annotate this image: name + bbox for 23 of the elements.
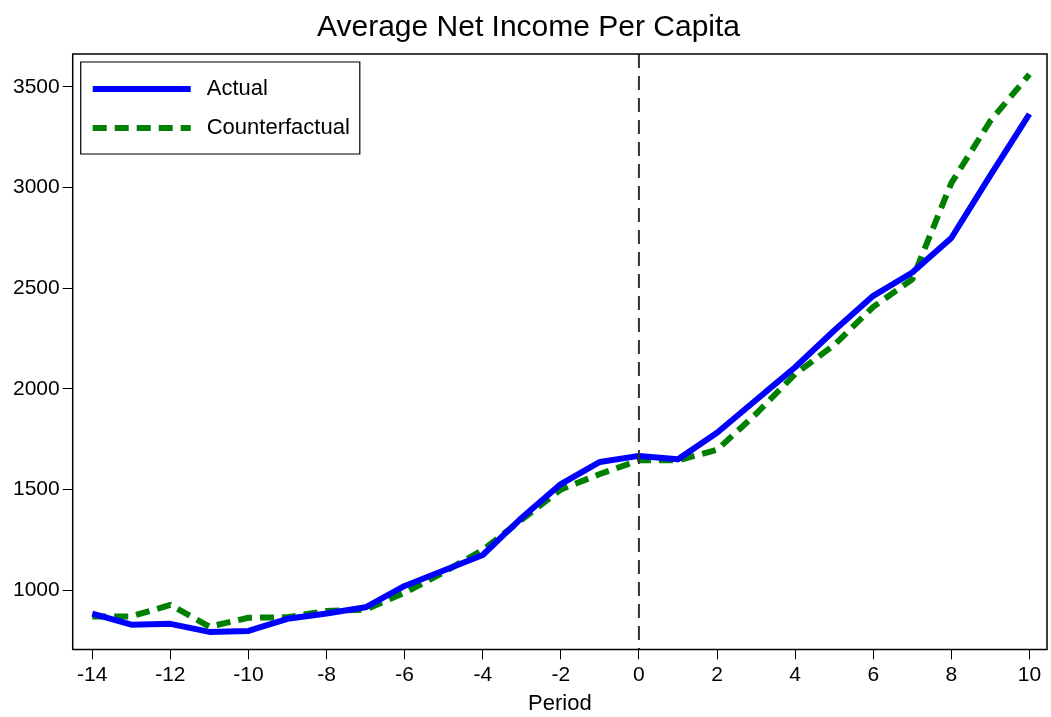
x-tick-label: 2 bbox=[711, 661, 723, 685]
x-tick-label: 0 bbox=[633, 661, 645, 685]
x-tick-label: 8 bbox=[945, 661, 958, 685]
y-tick-label: 2000 bbox=[13, 375, 60, 399]
legend-label: Actual bbox=[206, 75, 268, 101]
x-tick-label: -12 bbox=[155, 661, 186, 685]
x-tick-label: -2 bbox=[551, 661, 571, 685]
x-tick-label: -4 bbox=[473, 661, 493, 685]
y-tick-label: 2500 bbox=[13, 274, 60, 298]
x-tick-label: 6 bbox=[867, 661, 880, 685]
x-tick-label: -8 bbox=[317, 661, 336, 685]
x-tick-label: -14 bbox=[77, 661, 108, 685]
x-axis-title: Period bbox=[528, 689, 592, 715]
x-tick-label: -10 bbox=[233, 661, 264, 685]
y-tick-label: 3500 bbox=[13, 73, 60, 97]
y-tick-label: 1000 bbox=[13, 577, 60, 600]
y-tick-label: 1500 bbox=[13, 476, 60, 500]
legend-label: Counterfactual bbox=[206, 114, 350, 140]
y-tick-label: 3000 bbox=[13, 174, 60, 198]
x-tick-label: -6 bbox=[395, 661, 414, 685]
x-tick-label: 10 bbox=[1017, 661, 1042, 685]
chart-title: Average Net Income Per Capita bbox=[316, 9, 741, 43]
x-tick-label: 4 bbox=[789, 661, 802, 685]
